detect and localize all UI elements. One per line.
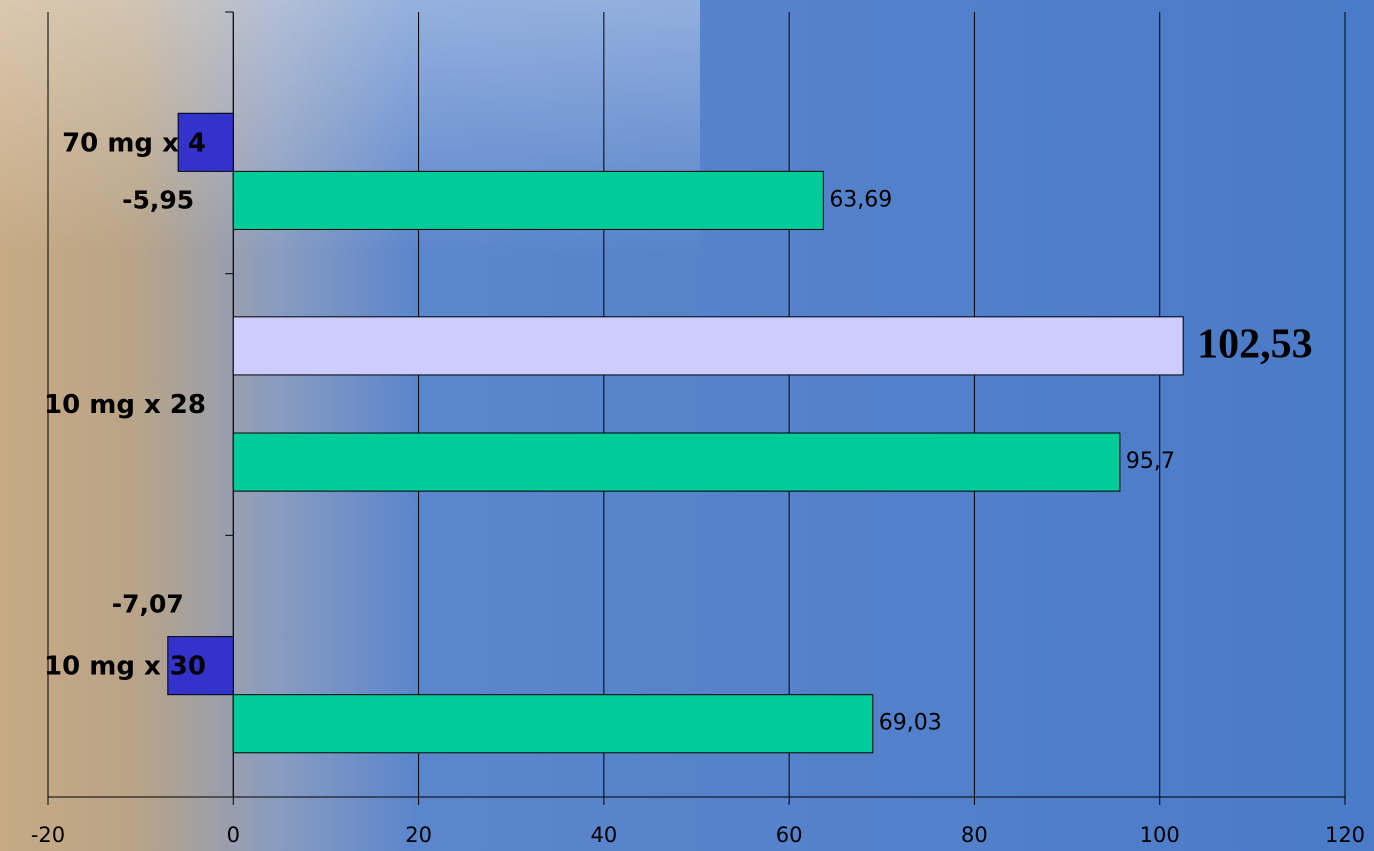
bar: [167, 636, 234, 696]
bar: [232, 170, 824, 230]
x-tick-label: 80: [961, 823, 988, 847]
value-label: -5,95: [122, 185, 194, 214]
x-tick-label: 100: [1140, 823, 1180, 847]
x-tick-label: 120: [1325, 823, 1365, 847]
category-label: 70 mg x 4: [62, 128, 206, 158]
bar: [232, 432, 1121, 492]
value-label: 63,69: [829, 187, 892, 212]
value-label: 69,03: [879, 711, 942, 736]
value-label: -7,07: [112, 590, 184, 619]
x-tick-label: 60: [776, 823, 803, 847]
category-label: 10 mg x 30: [44, 652, 206, 682]
x-tick-label: -20: [31, 823, 65, 847]
bar: [177, 112, 234, 172]
bar: [232, 694, 874, 754]
value-label: 102,53: [1197, 322, 1313, 368]
x-tick-label: 40: [590, 823, 617, 847]
value-label: 95,7: [1126, 449, 1175, 474]
x-tick-label: 0: [227, 823, 240, 847]
category-label: 10 mg x 28: [44, 390, 206, 420]
x-tick-label: 20: [405, 823, 432, 847]
bar: [232, 316, 1184, 376]
